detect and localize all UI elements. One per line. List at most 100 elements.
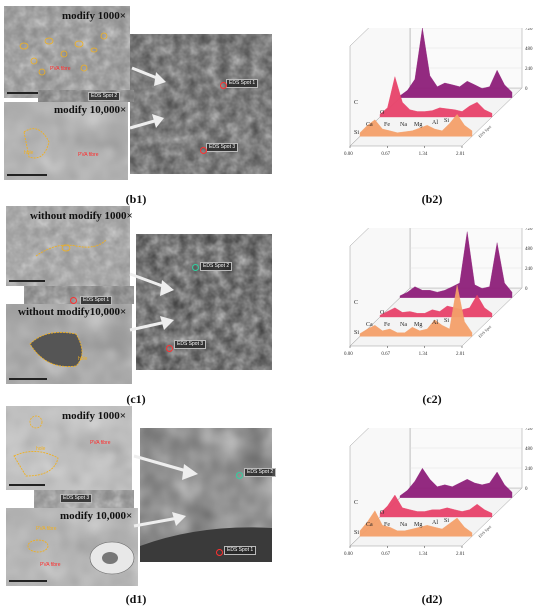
sem-image-low-zoom-d (6, 406, 132, 490)
spectrum-series-1 (379, 75, 493, 118)
eds-spot-marker-b1 (220, 82, 227, 89)
element-label: Ca (366, 122, 373, 128)
element-label: Al (432, 120, 438, 126)
element-label: O (380, 110, 385, 116)
pva-fibre-label-d2: PVA fibre (36, 526, 57, 532)
element-label: Mg (414, 522, 422, 528)
eds-spot-label-d3: EDS Spot 3 (60, 494, 93, 503)
caption-c1: (c1) (126, 392, 146, 406)
spectrum-series-0 (359, 113, 473, 137)
zoom-label-high-d: modify 10,000× (60, 510, 133, 522)
eds-spectrum-chart-c2: 024048072096012000.000.671.342.01COSiCaF… (344, 228, 533, 357)
element-label: Na (400, 122, 407, 128)
eds-spot-label-d2: EDS Spot 2 (244, 468, 277, 477)
x-tick-label: 2.01 (456, 552, 465, 557)
zoom-label-low-d: modify 1000× (62, 410, 127, 422)
arrow-icon-b1 (131, 66, 166, 86)
element-label: Na (400, 522, 407, 528)
element-label: Al (432, 520, 438, 526)
hole-label-b: hole (24, 150, 34, 156)
caption-c2: (c2) (422, 392, 442, 406)
spectrum-series-2 (399, 28, 513, 98)
eds-spot-label-b1: EDS Spot 1 (226, 79, 259, 88)
element-label: C (354, 500, 358, 506)
z-tick-label: 480 (525, 47, 533, 52)
spectrum-series-2 (399, 467, 513, 498)
caption-b1: (b1) (125, 192, 147, 206)
hole-label-d: hole (36, 446, 46, 452)
x-tick-label: 0.00 (344, 352, 353, 357)
eds-spot-label-b2: EDS Spot 2 (88, 92, 121, 101)
element-label: Si (354, 330, 359, 336)
zoom-label-low-b: modify 1000× (62, 10, 127, 22)
element-label: Ca (366, 322, 373, 328)
sem-image-low-zoom-b (4, 6, 130, 98)
x-tick-label: 1.34 (419, 152, 428, 157)
spectrum-series-2 (399, 231, 513, 298)
spectrum-series-0 (359, 284, 473, 337)
sem-image-large-d (140, 428, 272, 562)
element-label: Si (444, 318, 449, 324)
z-tick-label: 240 (525, 467, 533, 472)
eds-spot-marker-d2 (236, 472, 243, 479)
sem-image-high-zoom-d (6, 508, 138, 586)
spectrum-series-1 (379, 494, 493, 518)
x-tick-label: 2.01 (456, 152, 465, 157)
z-tick-label: 720 (525, 228, 533, 232)
side-wall (349, 228, 411, 347)
x-tick-label: 2.01 (456, 352, 465, 357)
caption-d2: (d2) (421, 592, 443, 606)
eds-spot-label-d1: EDS Spot 1 (224, 546, 257, 555)
z-tick-label: 480 (525, 247, 533, 252)
eds-spot-label-c1: EDS Spot 1 (80, 296, 113, 305)
element-label: O (380, 310, 385, 316)
z-tick-label: 0 (525, 87, 528, 92)
x-tick-label: 0.67 (381, 352, 390, 357)
x-tick-label: 0.00 (344, 152, 353, 157)
eds-spot-marker-c3 (166, 345, 173, 352)
element-label: O (380, 510, 385, 516)
z-tick-label: 240 (525, 267, 533, 272)
element-label: Fe (384, 522, 390, 528)
element-label: Fe (384, 122, 390, 128)
eds-spot-marker-c1 (70, 297, 77, 304)
arrow-icon-d2 (133, 512, 186, 528)
z-tick-label: 240 (525, 67, 533, 72)
zoom-label-high-c: without modify10,000× (18, 306, 127, 318)
element-label: Al (432, 320, 438, 326)
z-tick-label: 720 (525, 28, 533, 32)
element-label: Si (444, 118, 449, 124)
sem-image-large-c (136, 234, 272, 370)
element-label: Mg (414, 122, 422, 128)
z-tick-label: 0 (525, 487, 528, 492)
sem-image-high-zoom-c (6, 304, 132, 384)
sem-image-high-zoom-b (4, 102, 128, 180)
eds-spot-marker-c2 (192, 264, 199, 271)
element-label: Si (354, 130, 359, 136)
caption-b2: (b2) (421, 192, 443, 206)
element-label: Si (444, 518, 449, 524)
x-tick-label: 1.34 (419, 352, 428, 357)
sem-image-large-b (130, 34, 272, 174)
pva-fibre-label-b2: PVA fibre (78, 152, 99, 158)
pva-fibre-label-d1: PVA fibre (90, 440, 111, 446)
arrow-icon-b2 (129, 114, 164, 130)
z-tick-label: 480 (525, 447, 533, 452)
element-label: Mg (414, 322, 422, 328)
sem-image-low-zoom-c (6, 206, 130, 286)
element-label: Si (354, 530, 359, 536)
x-tick-label: 0.67 (381, 552, 390, 557)
eds-spot-label-c3: EDS Spot 3 (174, 340, 207, 349)
pva-fibre-label-d3: PVA fibre (40, 562, 61, 568)
z-tick-label: 720 (525, 428, 533, 432)
zoom-label-low-c: without modify 1000× (30, 210, 133, 222)
zoom-label-high-b: modify 10,000× (54, 104, 127, 116)
eds-spectrum-chart-b2: 024048072096012000.000.671.342.01COSiCaF… (344, 28, 533, 157)
arrow-icon-c2 (129, 316, 174, 332)
arrow-icon-d1 (133, 454, 198, 480)
hole-label-c: hole (78, 356, 88, 362)
z-tick-label: 0 (525, 287, 528, 292)
spectrum-series-0 (359, 510, 473, 537)
pva-fibre-label-b1: PVA fibre (50, 66, 71, 72)
x-tick-label: 0.00 (344, 552, 353, 557)
